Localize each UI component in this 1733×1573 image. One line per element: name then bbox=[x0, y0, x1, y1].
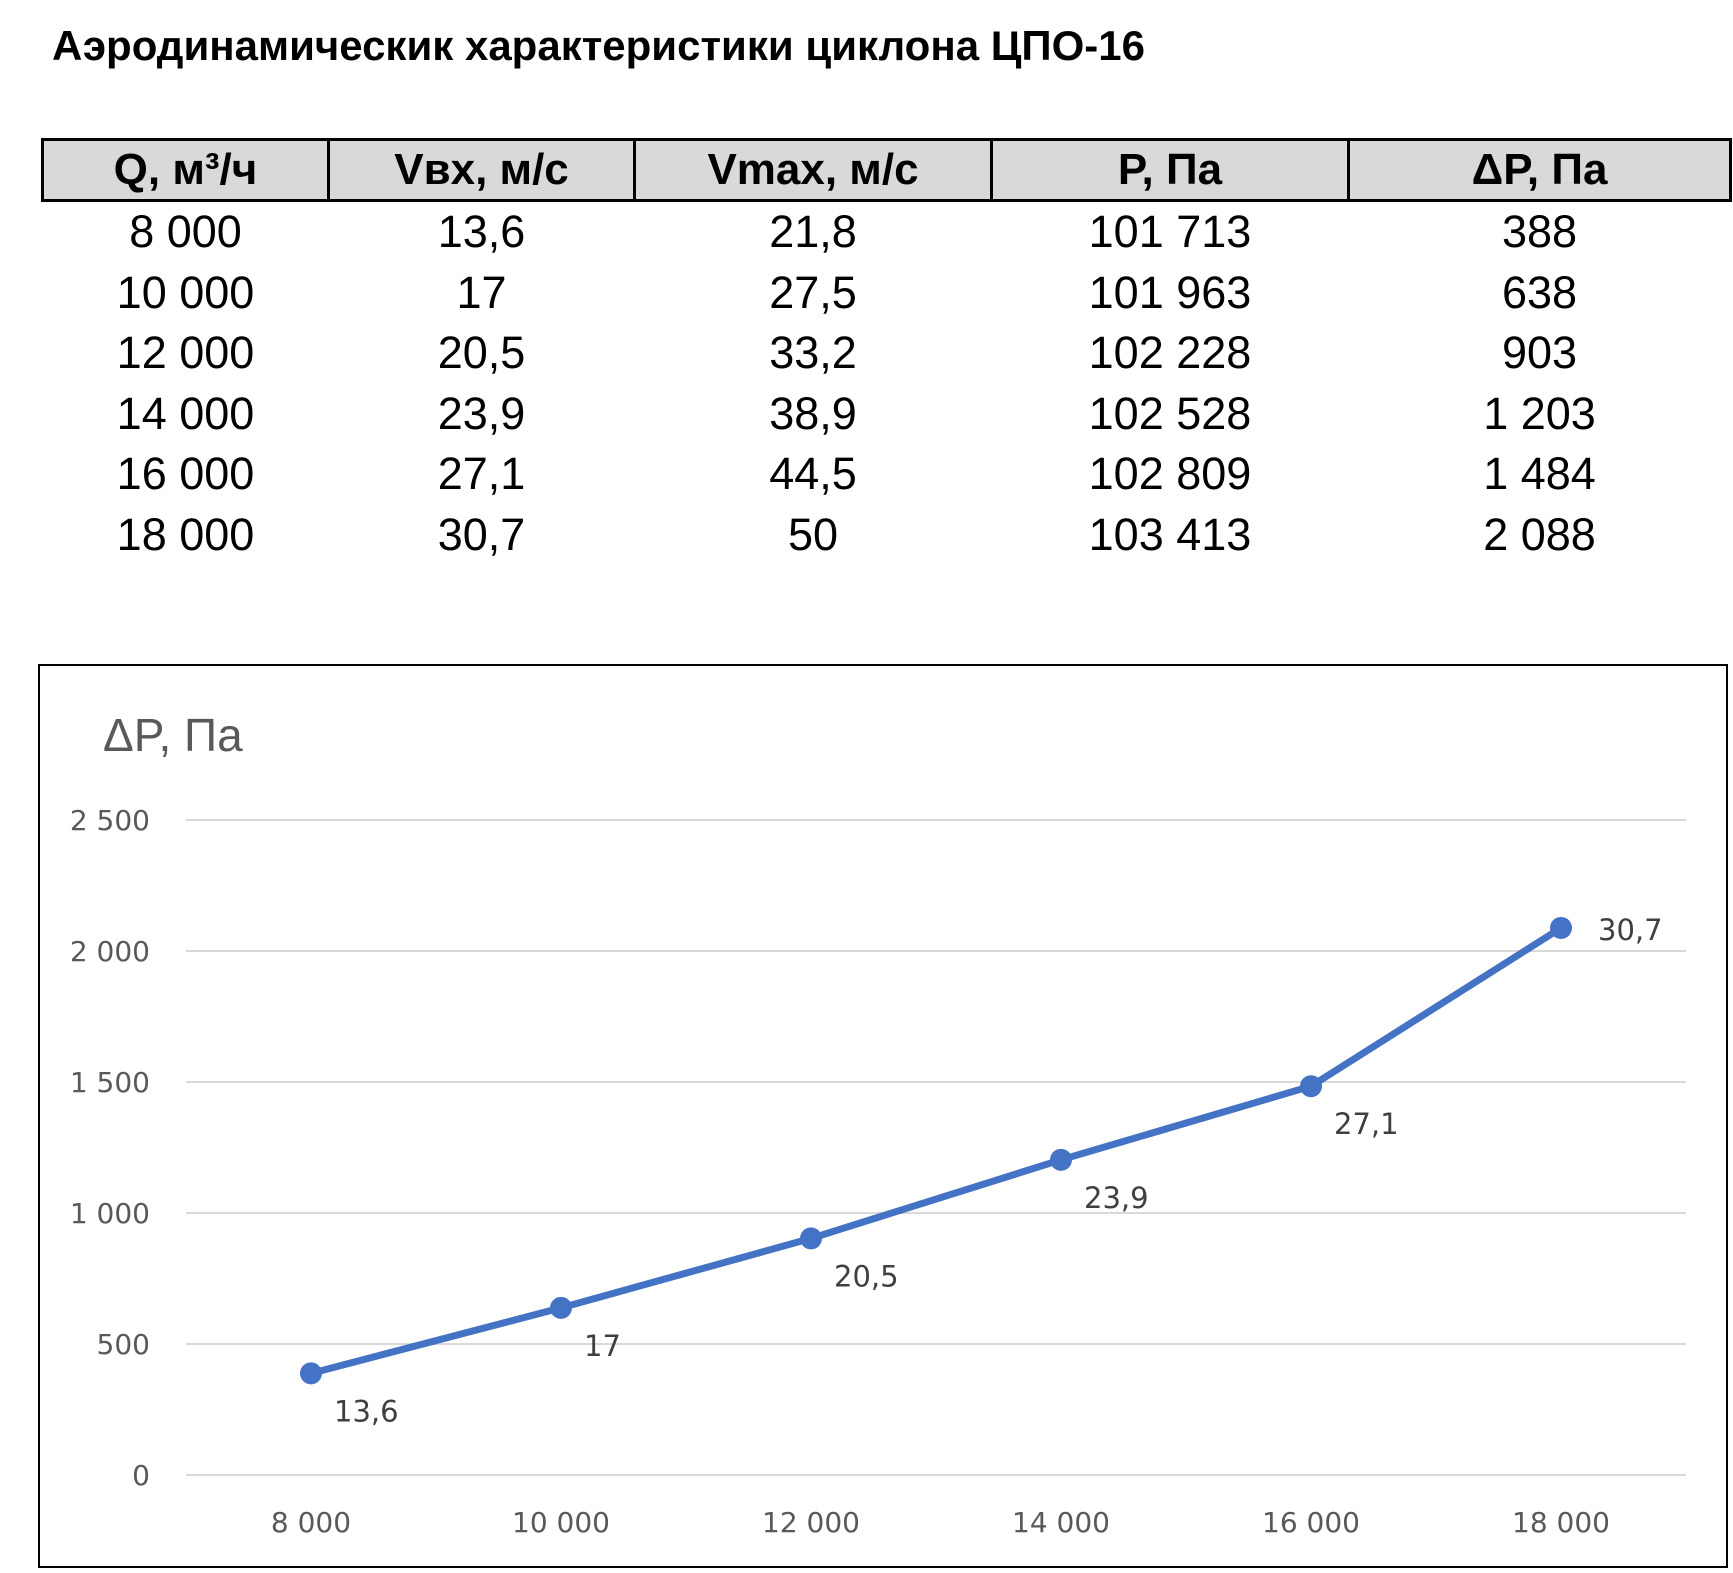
table-cell: 103 413 bbox=[1088, 508, 1252, 560]
table-row: 14 000 23,9 38,9 102 528 1 203 bbox=[43, 384, 1731, 445]
x-axis-ticks: 8 000 10 000 12 000 14 000 16 000 18 000 bbox=[271, 1506, 1610, 1539]
table-cell: 27,5 bbox=[769, 266, 857, 318]
data-point bbox=[300, 1362, 322, 1385]
table-cell: 21,8 bbox=[769, 206, 857, 258]
header-dp: ΔP, Па bbox=[1347, 138, 1732, 202]
table-cell: 101 963 bbox=[1088, 266, 1252, 318]
y-axis-title: ΔP, Па bbox=[103, 709, 243, 761]
table-cell: 44,5 bbox=[769, 448, 857, 500]
data-point bbox=[1550, 916, 1572, 939]
table-row: 8 000 13,6 21,8 101 713 388 bbox=[43, 201, 1731, 263]
table-cell: 30,7 bbox=[437, 508, 526, 560]
x-tick-label: 16 000 bbox=[1262, 1506, 1360, 1539]
header-v-max: Vmax, м/с bbox=[633, 138, 993, 202]
x-tick-label: 12 000 bbox=[762, 1506, 860, 1539]
table-cell: 388 bbox=[1501, 206, 1578, 258]
table-cell: 102 528 bbox=[1088, 387, 1252, 439]
table-row: 12 000 20,5 33,2 102 228 903 bbox=[43, 323, 1731, 384]
table-cell: 13,6 bbox=[437, 206, 526, 258]
table-row: 18 000 30,7 50 103 413 2 088 bbox=[43, 505, 1731, 566]
header-v-in: Vвх, м/с bbox=[327, 138, 636, 202]
table-cell: 101 713 bbox=[1088, 206, 1252, 258]
table-cell: 18 000 bbox=[116, 508, 255, 560]
table-cell: 1 484 bbox=[1483, 448, 1596, 500]
table-cell: 20,5 bbox=[437, 327, 526, 379]
y-axis-ticks: 0 500 1 000 1 500 2 000 2 500 bbox=[70, 804, 150, 1492]
table-cell: 102 228 bbox=[1088, 327, 1252, 379]
data-point bbox=[800, 1227, 822, 1250]
y-tick-label: 2 000 bbox=[70, 935, 150, 968]
y-tick-label: 500 bbox=[97, 1328, 150, 1361]
data-label: 13,6 bbox=[334, 1394, 399, 1428]
table-cell: 23,9 bbox=[437, 387, 526, 439]
table-cell: 33,2 bbox=[769, 327, 857, 379]
x-tick-label: 14 000 bbox=[1012, 1506, 1110, 1539]
y-tick-label: 1 000 bbox=[70, 1197, 150, 1230]
table-cell: 12 000 bbox=[116, 327, 255, 379]
table-header-row: Q, м³/ч Vвх, м/с Vmax, м/с P, Па ΔP, Па bbox=[41, 138, 1732, 202]
y-tick-label: 1 500 bbox=[70, 1066, 150, 1099]
x-tick-label: 10 000 bbox=[512, 1506, 610, 1539]
data-point bbox=[1300, 1075, 1322, 1098]
data-point bbox=[550, 1296, 572, 1319]
data-label: 27,1 bbox=[1334, 1107, 1399, 1141]
table-cell: 16 000 bbox=[116, 448, 255, 500]
line-chart: ΔP, Па 0 500 1 000 1 500 2 000 2 500 8 000 10 … bbox=[70, 709, 1686, 1539]
table-cell: 8 000 bbox=[129, 206, 242, 258]
table-cell: 2 088 bbox=[1483, 508, 1596, 560]
data-label: 23,9 bbox=[1084, 1181, 1149, 1215]
data-point bbox=[1050, 1148, 1072, 1171]
data-table: Q, м³/ч Vвх, м/с Vmax, м/с P, Па ΔP, Па … bbox=[41, 138, 1732, 565]
data-label: 17 bbox=[584, 1329, 621, 1363]
gridlines bbox=[186, 819, 1686, 1476]
series-polyline bbox=[307, 924, 1565, 1377]
table-cell: 17 bbox=[456, 266, 507, 318]
x-tick-label: 8 000 bbox=[271, 1506, 351, 1539]
table-cell: 1 203 bbox=[1483, 387, 1596, 439]
table-cell: 10 000 bbox=[116, 266, 255, 318]
table-cell: 102 809 bbox=[1088, 448, 1252, 500]
x-tick-label: 18 000 bbox=[1512, 1506, 1610, 1539]
data-labels: 13,6 17 20,5 23,9 27,1 30,7 bbox=[334, 913, 1663, 1428]
table-cell: 903 bbox=[1501, 327, 1578, 379]
y-tick-label: 0 bbox=[132, 1459, 150, 1492]
data-points bbox=[300, 916, 1572, 1385]
chart-area: ΔP, Па 0 500 1 000 1 500 2 000 2 500 8 000 10 … bbox=[38, 664, 1728, 1568]
table-cell: 50 bbox=[787, 508, 839, 560]
table-row: 16 000 27,1 44,5 102 809 1 484 bbox=[43, 444, 1731, 505]
table-row: 10 000 17 27,5 101 963 638 bbox=[43, 263, 1731, 324]
table-cell: 638 bbox=[1501, 266, 1578, 318]
page-title: Аэродинамическик характеристики циклона … bbox=[52, 22, 1145, 69]
header-q: Q, м³/ч bbox=[41, 138, 330, 202]
data-label: 20,5 bbox=[834, 1259, 899, 1293]
y-tick-label: 2 500 bbox=[70, 804, 150, 837]
table-cell: 38,9 bbox=[769, 387, 857, 439]
table-cell: 27,1 bbox=[437, 448, 526, 500]
series-line bbox=[307, 924, 1565, 1377]
data-label: 30,7 bbox=[1598, 913, 1663, 947]
header-p: P, Па bbox=[990, 138, 1350, 202]
table-cell: 14 000 bbox=[116, 387, 255, 439]
